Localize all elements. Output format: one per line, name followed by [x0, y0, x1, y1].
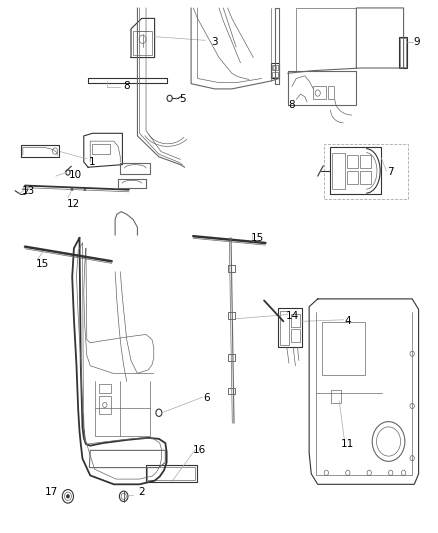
Bar: [99, 384, 111, 393]
Text: 8: 8: [124, 82, 130, 91]
Bar: [360, 171, 371, 184]
Bar: [272, 71, 278, 77]
Bar: [147, 466, 195, 480]
Text: 4: 4: [344, 317, 351, 326]
Bar: [291, 313, 300, 327]
Bar: [146, 465, 197, 482]
Bar: [291, 329, 300, 342]
Bar: [328, 86, 334, 99]
Text: 15: 15: [35, 259, 49, 269]
Text: 11: 11: [341, 439, 354, 449]
Bar: [92, 144, 110, 154]
Text: 2: 2: [138, 487, 145, 497]
Text: 7: 7: [387, 167, 394, 177]
Text: 1: 1: [89, 157, 95, 167]
Text: 16: 16: [193, 446, 206, 455]
Text: 15: 15: [251, 233, 264, 243]
Bar: [228, 354, 235, 360]
Bar: [280, 311, 289, 345]
Text: 17: 17: [45, 487, 58, 497]
Text: 9: 9: [413, 37, 420, 47]
Bar: [331, 390, 341, 403]
Bar: [324, 144, 408, 199]
Bar: [332, 152, 345, 189]
Text: 3: 3: [212, 37, 218, 47]
Bar: [228, 312, 235, 319]
Bar: [347, 155, 358, 168]
Bar: [322, 322, 365, 375]
Text: 8: 8: [289, 100, 295, 110]
Bar: [314, 86, 326, 99]
Bar: [399, 37, 407, 68]
Text: 10: 10: [69, 170, 82, 180]
Bar: [99, 395, 111, 414]
Bar: [400, 38, 406, 67]
Bar: [228, 388, 235, 394]
Bar: [272, 65, 278, 70]
Bar: [133, 31, 152, 55]
Bar: [360, 155, 371, 168]
Bar: [347, 171, 358, 184]
Text: 5: 5: [179, 94, 186, 104]
Text: 14: 14: [285, 311, 299, 321]
Text: 12: 12: [67, 199, 80, 209]
Text: 6: 6: [203, 393, 209, 403]
Circle shape: [67, 495, 69, 498]
Text: 13: 13: [21, 186, 35, 196]
Bar: [271, 63, 279, 78]
Bar: [228, 265, 235, 272]
